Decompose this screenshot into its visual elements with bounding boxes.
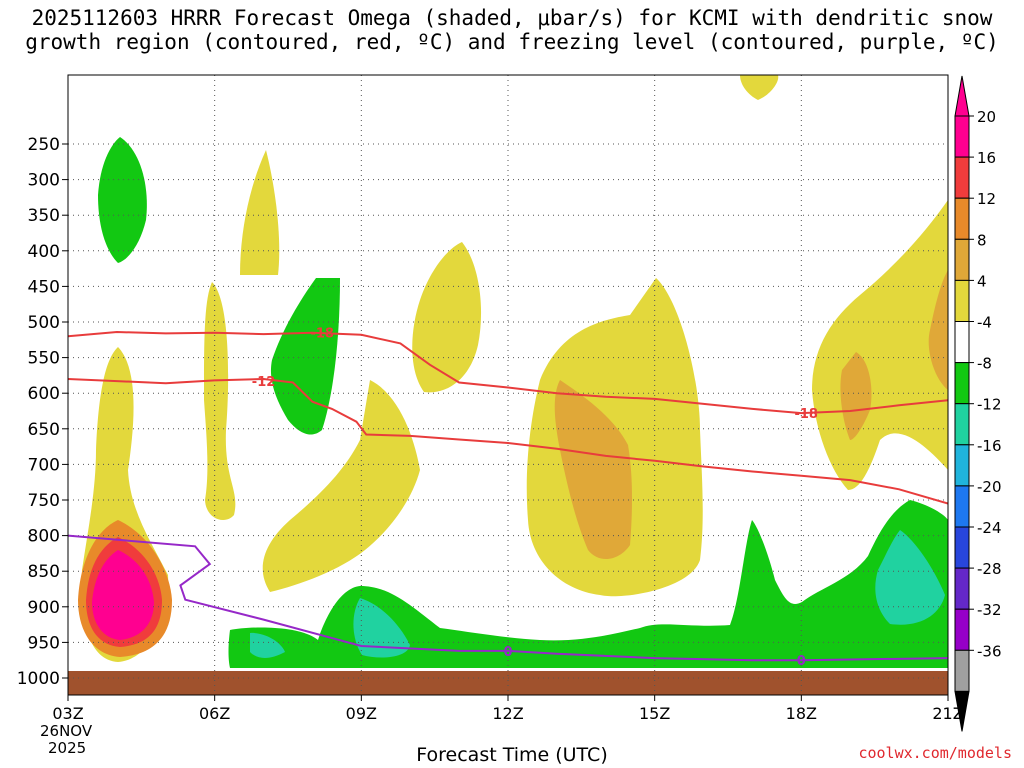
x-tick-label: 18Z [786, 704, 817, 723]
x-date-label-day: 26NOV [40, 722, 93, 740]
colorbar-swatch [954, 238, 970, 281]
contour-label: 0 [503, 645, 512, 660]
omega-region-teal [250, 632, 285, 658]
contour-label: 0 [797, 654, 806, 669]
y-tick-label: 850 [28, 562, 60, 582]
colorbar-label: -24 [977, 519, 1002, 537]
x-axis: 03Z 06Z 09Z 12Z 15Z 18Z 21Z [52, 695, 964, 723]
colorbar-label: -12 [977, 396, 1002, 414]
colorbar-label: -20 [977, 478, 1002, 496]
contour-label: -18 [794, 407, 818, 422]
colorbar-swatch [954, 279, 970, 322]
colorbar-swatch [954, 403, 970, 446]
y-tick-label: 350 [28, 206, 60, 226]
y-tick-label: 400 [28, 242, 60, 262]
colorbar-swatch [954, 156, 970, 199]
omega-shading [78, 75, 948, 668]
colorbar-swatch [954, 362, 970, 405]
y-tick-label: 800 [28, 527, 60, 547]
omega-region-yellow [240, 150, 280, 275]
colorbar-label: -28 [977, 560, 1002, 578]
colorbar-label: 4 [977, 272, 987, 290]
y-tick-label: 450 [28, 277, 60, 297]
colorbar-label: 12 [977, 190, 996, 208]
x-tick-label: 15Z [639, 704, 670, 723]
y-tick-label: 250 [28, 135, 60, 155]
colorbar-label: 16 [977, 149, 996, 167]
x-tick-label: 03Z [52, 704, 83, 723]
contour-label: -18 [310, 327, 334, 342]
omega-region-yellow [204, 282, 236, 520]
y-tick-label: 550 [28, 349, 60, 369]
omega-region-orange [840, 352, 872, 440]
colorbar-swatch [954, 444, 970, 487]
y-tick-label: 300 [28, 171, 60, 191]
colorbar-swatch [954, 197, 970, 240]
omega-region-yellow [412, 242, 482, 393]
colorbar-label: 8 [977, 231, 987, 249]
omega-region-orange [554, 380, 632, 560]
y-tick-label: 950 [28, 633, 60, 653]
x-tick-label: 12Z [492, 704, 523, 723]
colorbar-label: -8 [977, 355, 992, 373]
x-tick-label: 21Z [932, 704, 963, 723]
contour-line [68, 330, 948, 415]
colorbar-label: -32 [977, 601, 1002, 619]
y-tick-label: 600 [28, 384, 60, 404]
y-tick-label: 500 [28, 313, 60, 333]
colorbar-bottom-arrow [954, 690, 970, 732]
colorbar-label: -4 [977, 314, 992, 332]
omega-region-yellow [740, 75, 779, 100]
x-tick-label: 06Z [199, 704, 230, 723]
grid-lines [68, 75, 948, 695]
colorbar-swatch [954, 526, 970, 569]
colorbar-swatch [954, 485, 970, 528]
colorbar-swatch [954, 567, 970, 610]
chart-title: 2025112603 HRRR Forecast Omega (shaded, … [25, 6, 999, 54]
colorbar-top-arrow [954, 75, 970, 117]
colorbar-swatch [954, 608, 970, 651]
contour-label: -12 [252, 375, 276, 390]
omega-region-green [98, 137, 147, 263]
contour-labels: -18 -12 -18 0 0 [252, 327, 818, 670]
colorbar-label: -16 [977, 437, 1002, 455]
colorbar-swatch [954, 321, 970, 364]
omega-region-teal [875, 530, 945, 625]
y-tick-label: 650 [28, 420, 60, 440]
contour-lines [68, 330, 948, 662]
omega-region-green [228, 500, 948, 668]
ground-surface [68, 671, 948, 695]
omega-region-green [270, 278, 340, 435]
omega-region-pink [92, 550, 154, 640]
x-axis-title: Forecast Time (UTC) [416, 744, 608, 766]
contour-line [68, 377, 948, 505]
x-date-label-year: 2025 [48, 739, 86, 757]
y-tick-label: 750 [28, 491, 60, 511]
y-tick-label: 1000 [17, 669, 60, 689]
contour-line [68, 534, 948, 662]
colorbar-swatch [954, 649, 970, 692]
colorbar-swatch [954, 115, 970, 158]
y-tick-label: 700 [28, 455, 60, 475]
colorbar-label: 20 [977, 108, 996, 126]
x-tick-label: 09Z [346, 704, 377, 723]
omega-region-orange [928, 270, 948, 390]
y-tick-label: 900 [28, 598, 60, 618]
y-axis: 250 300 350 400 450 500 550 600 650 700 750 800 850 9… [17, 135, 68, 689]
omega-region-yellow [262, 380, 420, 592]
omega-region-teal [353, 598, 410, 658]
colorbar-label: -36 [977, 642, 1002, 660]
credit-text[interactable]: coolwx.com/models [858, 744, 1012, 762]
colorbar: 20 16 12 8 4 -4 -8 -12 -16 -20 -24 -28 -32 -36 [954, 75, 1002, 732]
